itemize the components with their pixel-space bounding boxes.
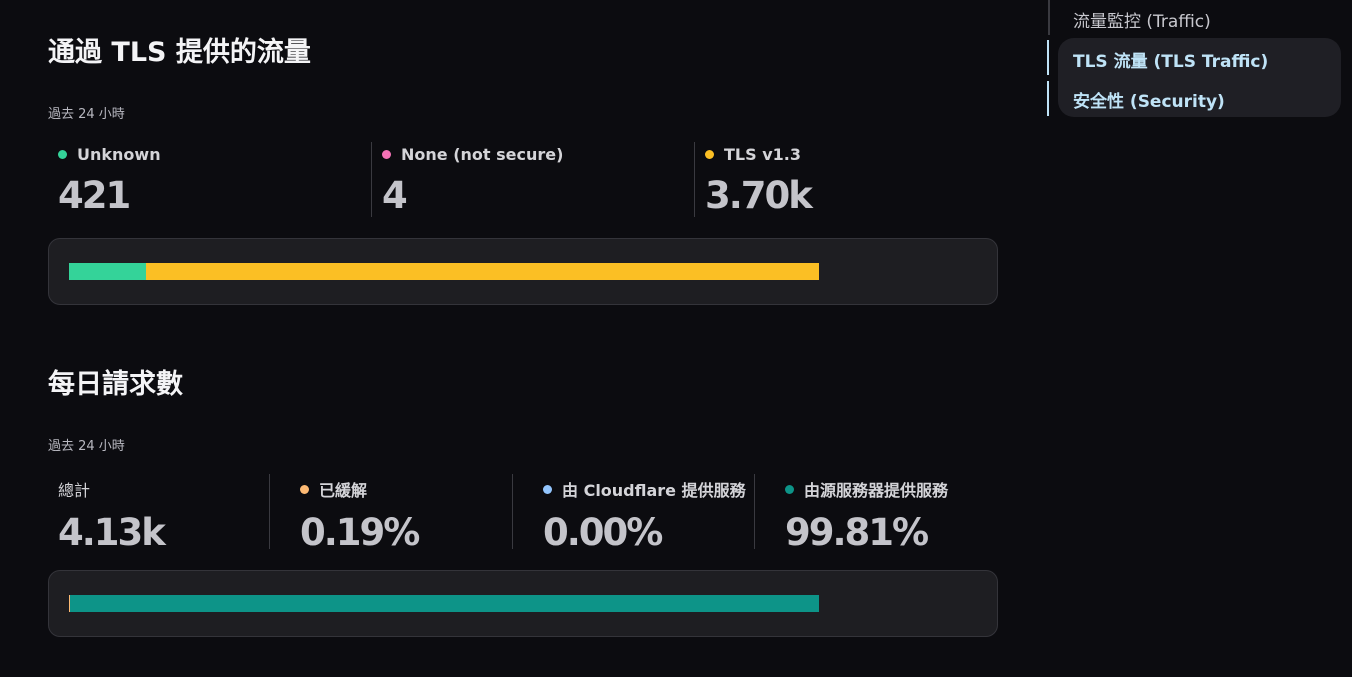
stat-value: 4.13k bbox=[58, 511, 166, 554]
stacked-bar bbox=[69, 263, 819, 280]
stat: TLS v1.3 3.70k bbox=[705, 145, 813, 221]
stacked-bar bbox=[69, 595, 819, 612]
nav-item[interactable]: TLS 流量 (TLS Traffic) bbox=[1073, 52, 1269, 72]
stat-label: None (not secure) bbox=[382, 145, 563, 164]
nav-active-bg bbox=[1058, 38, 1341, 117]
bar-segment bbox=[69, 595, 71, 612]
legend-dot bbox=[58, 150, 67, 159]
label-text: TLS v1.3 bbox=[724, 145, 801, 164]
section-subtitle: 過去 24 小時 bbox=[48, 107, 125, 122]
stat-label: TLS v1.3 bbox=[705, 145, 811, 164]
stat: 由 Cloudflare 提供服務 0.00% bbox=[543, 477, 746, 554]
stat: None (not secure) 4 bbox=[382, 145, 563, 221]
label-text: 已緩解 bbox=[319, 481, 368, 500]
stat-value: 0.00% bbox=[543, 511, 663, 554]
section-subtitle: 過去 24 小時 bbox=[48, 439, 125, 454]
section-title: 通過 TLS 提供的流量 bbox=[48, 37, 311, 68]
stat-value: 0.19% bbox=[300, 511, 420, 554]
bar-container bbox=[48, 238, 998, 305]
nav-marker bbox=[1047, 40, 1049, 75]
bar-segment bbox=[146, 263, 819, 280]
section-title: 每日請求數 bbox=[48, 369, 183, 400]
stat: 已緩解 0.19% bbox=[300, 477, 420, 554]
label-text: Unknown bbox=[77, 145, 161, 164]
bar-segment bbox=[69, 263, 146, 280]
legend-dot bbox=[705, 150, 714, 159]
stat-value: 4 bbox=[382, 174, 408, 217]
legend-dot bbox=[382, 150, 391, 159]
stat-label: 總計 bbox=[58, 481, 91, 500]
bar-segment bbox=[145, 263, 147, 280]
bar-segment bbox=[70, 595, 819, 612]
nav-item[interactable]: 流量監控 (Traffic) bbox=[1073, 12, 1211, 32]
separator bbox=[754, 474, 755, 549]
label-text: None (not secure) bbox=[401, 145, 564, 164]
stat-label: Unknown bbox=[58, 145, 161, 164]
legend-dot bbox=[543, 484, 552, 494]
stat: 由源服務器提供服務 99.81% bbox=[785, 477, 948, 554]
stat-label: 由 Cloudflare 提供服務 bbox=[543, 477, 746, 501]
stat-label: 由源服務器提供服務 bbox=[785, 477, 948, 501]
legend-dot bbox=[300, 484, 309, 494]
label-text: 由 Cloudflare 提供服務 bbox=[562, 481, 746, 500]
stat: Unknown 421 bbox=[58, 145, 161, 221]
stat-value: 3.70k bbox=[705, 174, 813, 217]
separator bbox=[269, 474, 270, 549]
separator bbox=[512, 474, 513, 549]
nav-line bbox=[1048, 0, 1050, 35]
separator bbox=[371, 142, 372, 217]
nav-item[interactable]: 安全性 (Security) bbox=[1073, 92, 1225, 112]
bar-container bbox=[48, 570, 998, 637]
legend-dot bbox=[785, 484, 794, 494]
stat-value: 99.81% bbox=[785, 511, 929, 554]
nav-marker bbox=[1047, 81, 1049, 116]
stat: 總計 4.13k bbox=[58, 477, 166, 554]
label-text: 由源服務器提供服務 bbox=[804, 481, 949, 500]
stat-label: 已緩解 bbox=[300, 477, 418, 501]
stat-value: 421 bbox=[58, 174, 131, 217]
separator bbox=[694, 142, 695, 217]
